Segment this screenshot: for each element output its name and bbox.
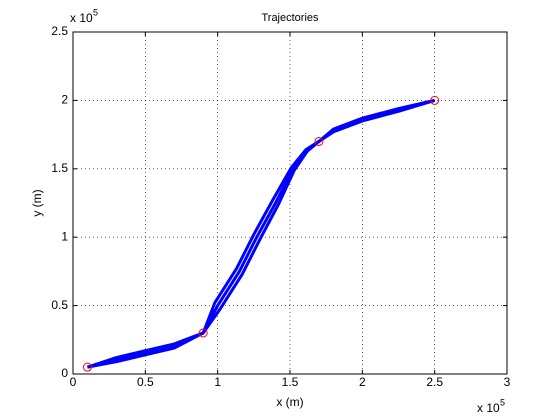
waypoint-marker: [430, 95, 440, 105]
y-tick-label: 2: [61, 93, 68, 107]
y-tick-label: 0: [61, 366, 68, 380]
y-multiplier: x 10: [70, 11, 93, 25]
x-tick-label: 0.5: [137, 375, 154, 389]
x-tick-label: 0: [70, 375, 77, 389]
y-tick-label: 1.5: [51, 161, 68, 175]
x-tick-label: 2: [359, 375, 366, 389]
x-multiplier-exponent: 5: [500, 397, 505, 407]
x-axis-label: x (m): [276, 395, 303, 409]
chart-title: Trajectories: [261, 12, 319, 24]
waypoint-marker: [198, 328, 208, 338]
y-multiplier-exponent: 5: [93, 7, 98, 17]
axes-box: [72, 31, 508, 375]
trajectory-line: [86, 98, 435, 369]
y-tick-label: 0.5: [51, 298, 68, 312]
trajectory-line: [87, 98, 436, 369]
waypoint-marker: [82, 362, 92, 372]
x-tick-label: 1.5: [282, 375, 299, 389]
x-tick-label: 3: [504, 375, 511, 389]
x-tick-label: 1: [214, 375, 221, 389]
y-tick-label: 2.5: [51, 24, 68, 38]
x-multiplier: x 10: [477, 401, 500, 415]
y-tick-label: 1: [61, 229, 68, 243]
y-axis-label: y (m): [30, 189, 44, 216]
plot-area: [73, 32, 507, 374]
waypoint-marker: [314, 136, 324, 146]
x-tick-label: 2.5: [426, 375, 443, 389]
